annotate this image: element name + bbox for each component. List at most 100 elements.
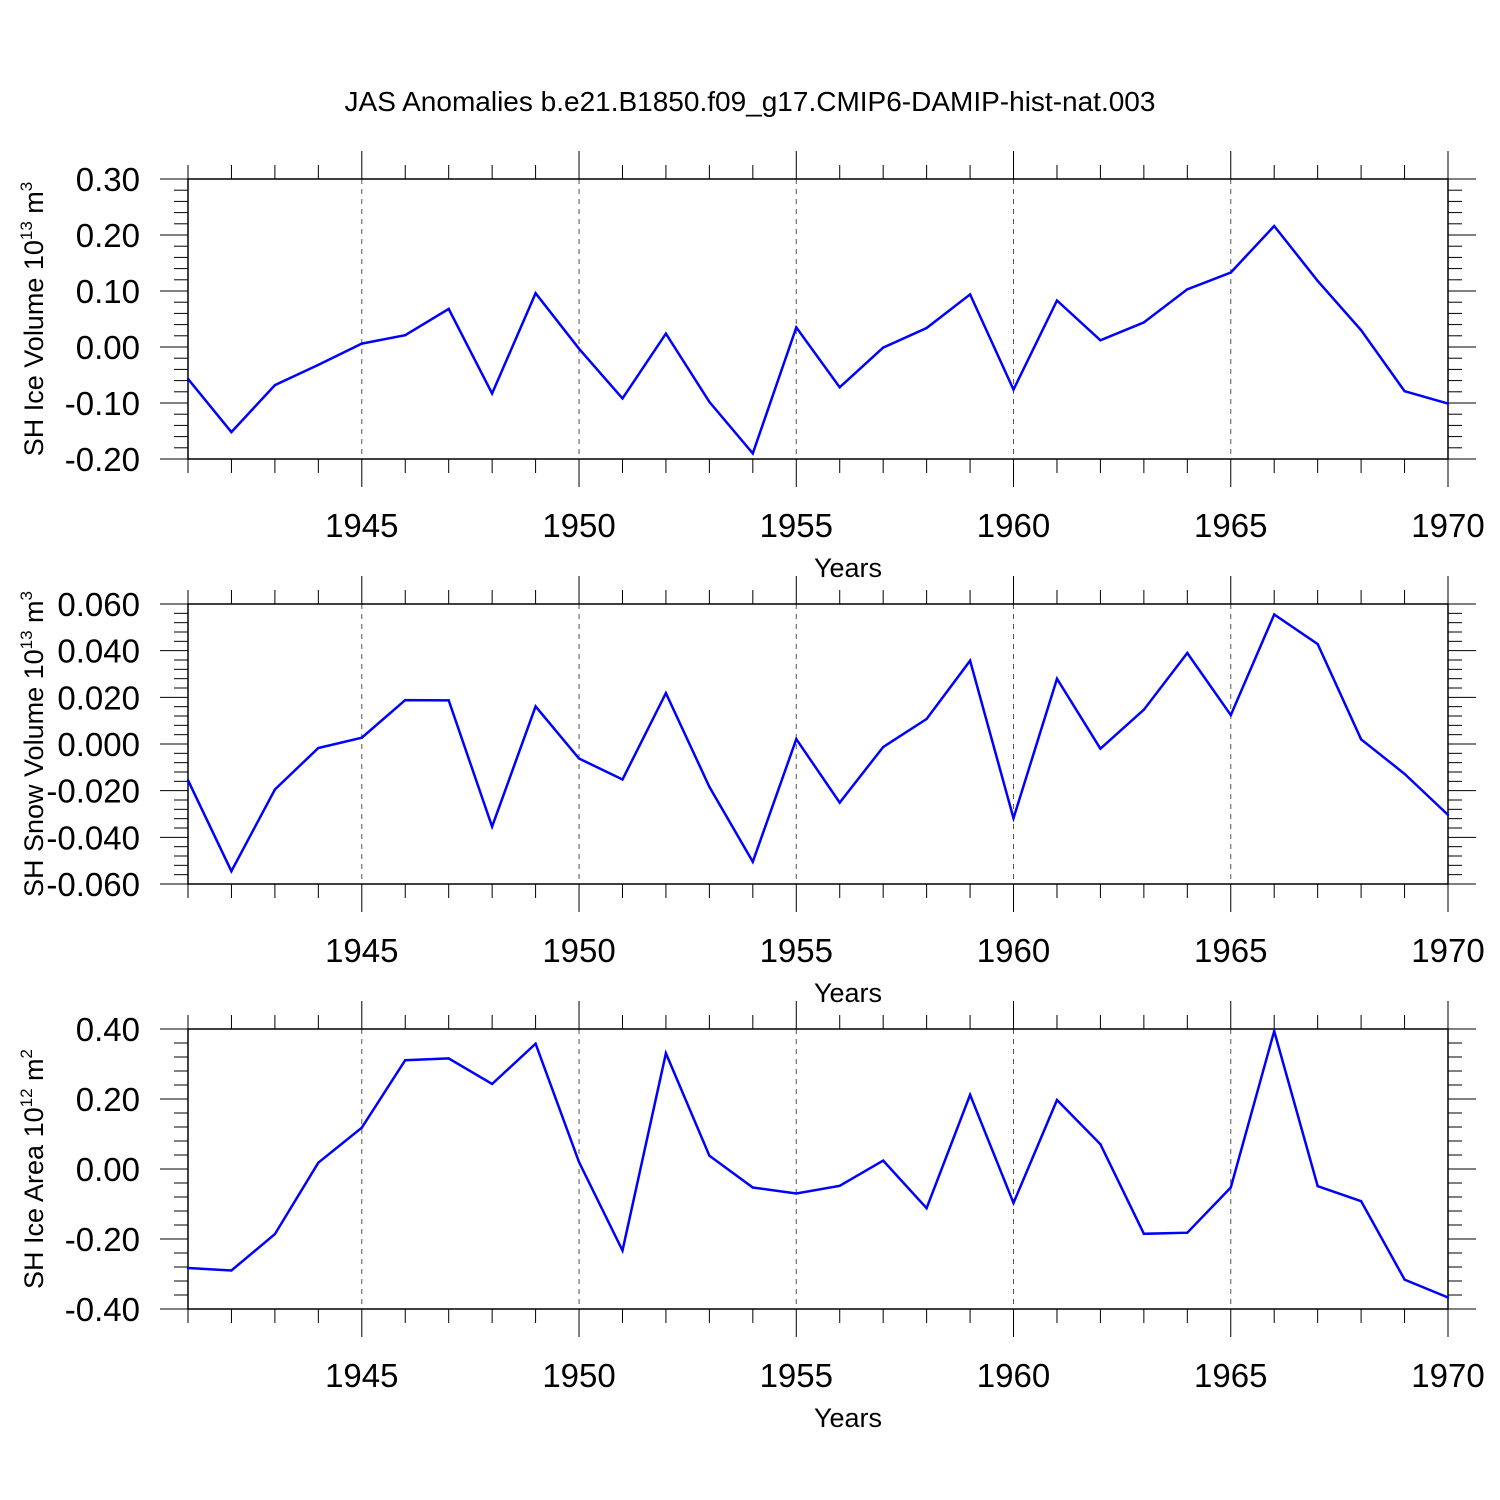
data-point [404, 1058, 407, 1062]
data-point [1055, 299, 1059, 302]
data-point [968, 293, 972, 296]
data-point [490, 392, 494, 395]
data-point [534, 1042, 537, 1045]
data-point [447, 1057, 450, 1060]
y-axis-title: SH Ice Area 1012 m2 [17, 1049, 49, 1289]
data-point [360, 1126, 363, 1129]
chart-title: JAS Anomalies b.e21.B1850.f09_g17.CMIP6-… [344, 86, 1156, 117]
data-point [1446, 402, 1450, 405]
data-point [577, 757, 581, 760]
data-point [795, 737, 798, 741]
data-point [1316, 642, 1319, 646]
y-tick-label: 0.060 [57, 586, 140, 623]
plot-frame [187, 1028, 1449, 1310]
y-tick-label: 0.20 [76, 217, 140, 254]
y-tick-label: 0.020 [57, 679, 140, 716]
data-point [1012, 817, 1015, 820]
y-axis-title: SH Snow Volume 1013 m3 [17, 591, 49, 897]
data-point [1359, 738, 1363, 741]
data-point [1142, 1232, 1146, 1235]
y-tick-label: -0.020 [46, 773, 140, 810]
x-tick-label: 1960 [977, 507, 1050, 544]
data-point [968, 659, 972, 662]
plot-frame [187, 603, 1449, 885]
data-point [881, 346, 885, 349]
data-point [664, 1051, 668, 1055]
data-point [1403, 772, 1406, 776]
data-point [317, 363, 320, 367]
data-point [1359, 329, 1363, 332]
y-tick-label: -0.10 [65, 385, 140, 422]
y-tick-label: 0.040 [57, 633, 140, 670]
data-point [925, 1207, 928, 1210]
data-point [1142, 321, 1146, 324]
x-tick-label: 1965 [1194, 1357, 1267, 1394]
y-tick-label: 0.30 [76, 161, 140, 198]
data-point [1099, 339, 1102, 342]
y-tick-label: -0.40 [65, 1291, 140, 1328]
x-axis-title: Years [814, 978, 882, 1008]
data-point [708, 785, 711, 789]
series-line [187, 224, 1449, 456]
data-point [360, 342, 363, 345]
data-point [621, 1249, 624, 1252]
y-tick-label: 0.20 [76, 1081, 140, 1118]
y-tick-label: 0.000 [57, 726, 140, 763]
data-point [968, 1093, 972, 1097]
x-tick-label: 1950 [542, 507, 615, 544]
data-point [881, 1159, 885, 1162]
data-point [273, 788, 277, 791]
data-point [1446, 813, 1450, 817]
data-point [708, 400, 711, 404]
data-point [577, 347, 581, 350]
data-point [838, 386, 841, 389]
x-tick-label: 1945 [325, 507, 398, 544]
data-point [534, 292, 537, 295]
y-tick-label: 0.10 [76, 273, 140, 310]
data-point [925, 717, 928, 721]
data-point [1012, 388, 1015, 391]
data-point [1273, 224, 1276, 228]
x-tick-label: 1955 [760, 507, 833, 544]
data-point [317, 1161, 320, 1164]
x-tick-label: 1945 [325, 932, 398, 969]
x-tick-label: 1955 [760, 1357, 833, 1394]
data-point [621, 397, 624, 400]
x-tick-label: 1970 [1411, 507, 1484, 544]
y-tick-label: 0.00 [76, 1151, 140, 1188]
data-point [404, 334, 407, 337]
x-tick-label: 1960 [977, 932, 1050, 969]
data-point [490, 1082, 494, 1086]
data-point [273, 1232, 277, 1236]
data-point [1403, 1278, 1406, 1281]
data-point [881, 745, 885, 749]
data-point [186, 377, 190, 381]
data-point [1273, 1029, 1276, 1033]
data-point [186, 778, 190, 782]
data-point [1229, 271, 1232, 274]
data-point [230, 430, 233, 434]
data-point [751, 452, 755, 455]
y-axis-title: SH Ice Volume 1013 m3 [17, 182, 49, 457]
data-point [1273, 613, 1276, 616]
panel-1: -0.20 -0.10 0.00 0.10 0.20 0.30 1945 1950 1955 19… [17, 151, 1485, 583]
data-point [621, 778, 624, 781]
data-point [273, 383, 277, 387]
data-point [534, 705, 537, 708]
data-point [490, 825, 494, 828]
data-point [1055, 677, 1059, 680]
x-axis-title: Years [814, 553, 882, 583]
data-point [230, 1269, 233, 1272]
x-tick-label: 1970 [1411, 932, 1484, 969]
data-point [795, 1192, 798, 1195]
data-point [708, 1154, 711, 1157]
data-point [1099, 1142, 1102, 1146]
y-tick-label: -0.20 [65, 441, 140, 478]
x-tick-label: 1950 [542, 932, 615, 969]
data-point [1142, 708, 1146, 711]
plot-frame [187, 178, 1449, 460]
data-point [1012, 1201, 1015, 1205]
data-point [838, 1184, 841, 1188]
data-point [1446, 1296, 1450, 1299]
